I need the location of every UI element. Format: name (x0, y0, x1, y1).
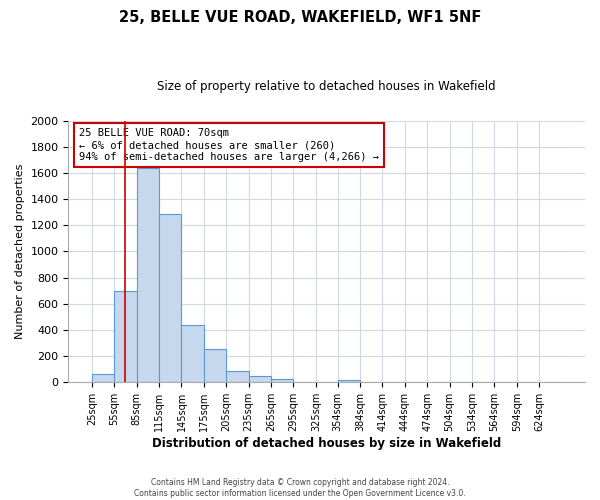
Bar (248, 376, 271, 382)
Title: Size of property relative to detached houses in Wakefield: Size of property relative to detached ho… (157, 80, 496, 93)
Text: Contains HM Land Registry data © Crown copyright and database right 2024.
Contai: Contains HM Land Registry data © Crown c… (134, 478, 466, 498)
Y-axis label: Number of detached properties: Number of detached properties (15, 164, 25, 339)
Text: 25, BELLE VUE ROAD, WAKEFIELD, WF1 5NF: 25, BELLE VUE ROAD, WAKEFIELD, WF1 5NF (119, 10, 481, 25)
Bar (226, 370, 248, 382)
Bar (181, 325, 204, 382)
Bar (271, 379, 293, 382)
Bar (338, 380, 360, 382)
Bar (137, 168, 159, 382)
Bar (204, 349, 226, 382)
Bar (92, 374, 114, 382)
Bar (159, 214, 181, 382)
X-axis label: Distribution of detached houses by size in Wakefield: Distribution of detached houses by size … (152, 437, 502, 450)
Text: 25 BELLE VUE ROAD: 70sqm
← 6% of detached houses are smaller (260)
94% of semi-d: 25 BELLE VUE ROAD: 70sqm ← 6% of detache… (79, 128, 379, 162)
Bar (114, 290, 137, 382)
